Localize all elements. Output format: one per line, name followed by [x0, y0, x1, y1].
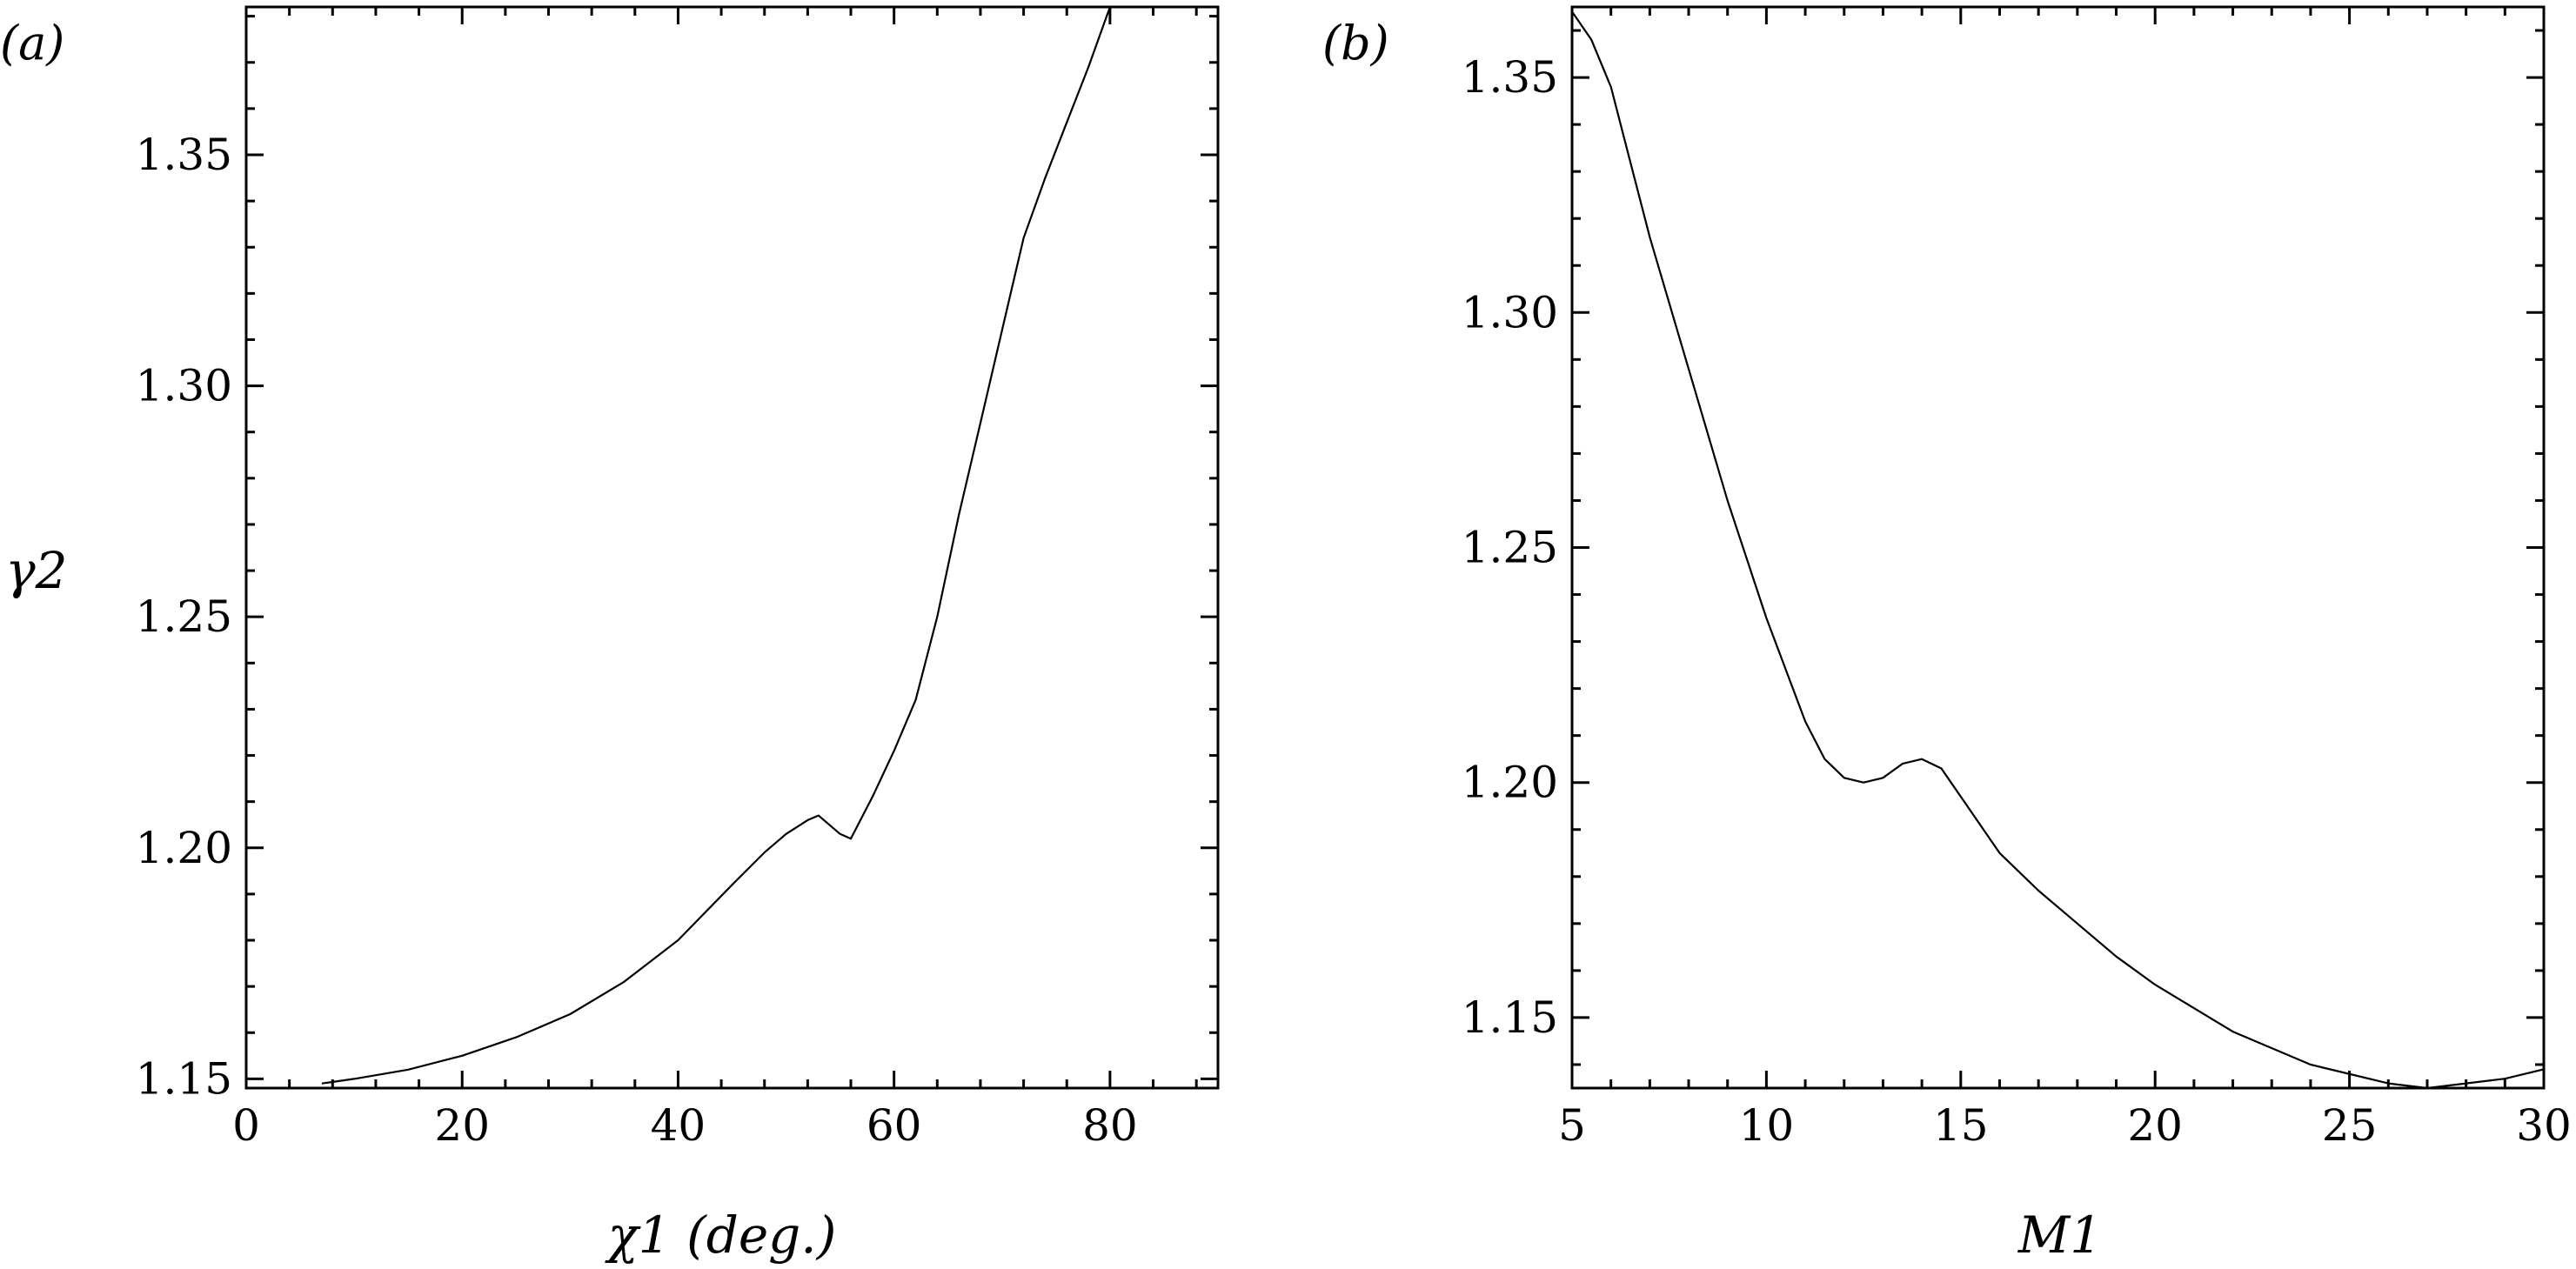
- panel-a-y-axis-label: γ2: [5, 541, 68, 600]
- y-tick-label: 1.25: [136, 591, 232, 642]
- x-tick-label: 15: [1933, 1100, 1989, 1151]
- panel-a-x-axis-label: χ1 (deg.): [605, 1206, 837, 1265]
- x-tick-label: 60: [866, 1100, 922, 1151]
- panel-b-plot-frame: [1570, 5, 2546, 1090]
- x-tick-label: 40: [651, 1100, 706, 1151]
- y-tick-label: 1.25: [1462, 523, 1558, 573]
- y-tick-label: 1.35: [1462, 52, 1558, 103]
- y-tick-label: 1.30: [1462, 287, 1558, 337]
- x-tick-label: 30: [2516, 1100, 2572, 1151]
- panel-b-x-axis-label: M1: [2017, 1206, 2102, 1265]
- panel-b-tick-labels: 5 10 15 20 25 30 1.15 1.20 1.25 1.30 1.35: [1462, 52, 2572, 1151]
- y-tick-label: 1.30: [136, 361, 232, 411]
- x-tick-label: 5: [1558, 1100, 1586, 1151]
- x-tick-label: 80: [1082, 1100, 1138, 1151]
- x-tick-label: 20: [434, 1100, 490, 1151]
- x-tick-label: 0: [232, 1100, 260, 1151]
- y-tick-label: 1.35: [136, 130, 232, 180]
- panel-b-label: (b): [1322, 16, 1389, 70]
- y-tick-label: 1.15: [1462, 992, 1558, 1043]
- panel-a-plot-frame: [244, 5, 1220, 1090]
- panel-b-ticks: [1570, 7, 2546, 1088]
- panel-b: (b) M1 5 10 15 20 25 30 1.15 1.20 1.25 1.30 1.35: [1322, 5, 2572, 1265]
- panel-a-series-line: [321, 6, 1111, 1085]
- x-tick-label: 20: [2127, 1100, 2183, 1151]
- y-tick-label: 1.20: [1462, 758, 1558, 808]
- panel-a: (a) γ2 χ1 (deg.) 0 20 40 60 80 1.15 1.20 1.25 1.…: [0, 5, 1220, 1265]
- x-tick-label: 10: [1739, 1100, 1795, 1151]
- panel-a-tick-labels: 0 20 40 60 80 1.15 1.20 1.25 1.30 1.35: [136, 130, 1138, 1151]
- y-tick-label: 1.15: [136, 1053, 232, 1104]
- panel-a-ticks: [244, 7, 1218, 1088]
- y-tick-label: 1.20: [136, 823, 232, 873]
- x-tick-label: 25: [2322, 1100, 2378, 1151]
- panel-b-series-line: [1571, 10, 2545, 1090]
- panel-a-label: (a): [0, 16, 64, 70]
